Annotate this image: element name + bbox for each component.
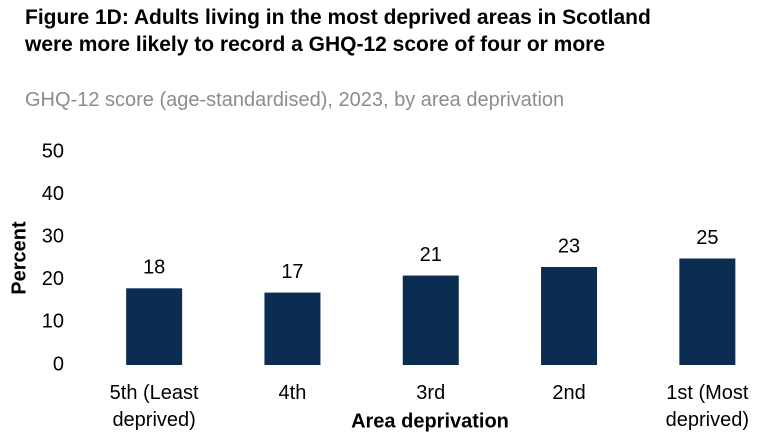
bar	[402, 275, 459, 365]
y-axis-label: Percent	[8, 221, 30, 295]
value-label: 18	[143, 257, 165, 279]
bar	[126, 288, 183, 365]
bar	[541, 267, 598, 365]
x-tick-label: 4th	[278, 382, 307, 404]
bar	[679, 258, 736, 365]
y-tick-label: 30	[42, 225, 64, 247]
value-label: 25	[696, 227, 718, 249]
y-tick-label: 40	[42, 183, 64, 205]
x-tick-label: 1st (Most deprived)	[665, 382, 750, 431]
x-tick-label: 5th (Least deprived)	[109, 382, 199, 431]
y-tick-label: 0	[53, 353, 64, 375]
y-tick-label: 50	[42, 140, 64, 162]
value-label: 23	[558, 235, 580, 257]
value-label: 17	[281, 261, 303, 283]
y-tick-label: 20	[42, 268, 64, 290]
x-tick-label: 2nd	[552, 382, 586, 404]
chart-title: Figure 1D: Adults living in the most dep…	[25, 6, 651, 56]
y-tick-label: 10	[42, 311, 64, 333]
x-axis-label: Area deprivation	[351, 410, 509, 432]
chart-subtitle: GHQ-12 score (age-standardised), 2023, b…	[25, 89, 565, 111]
x-tick-label: 3rd	[416, 382, 446, 404]
value-label: 21	[420, 244, 442, 266]
bar	[264, 292, 321, 365]
